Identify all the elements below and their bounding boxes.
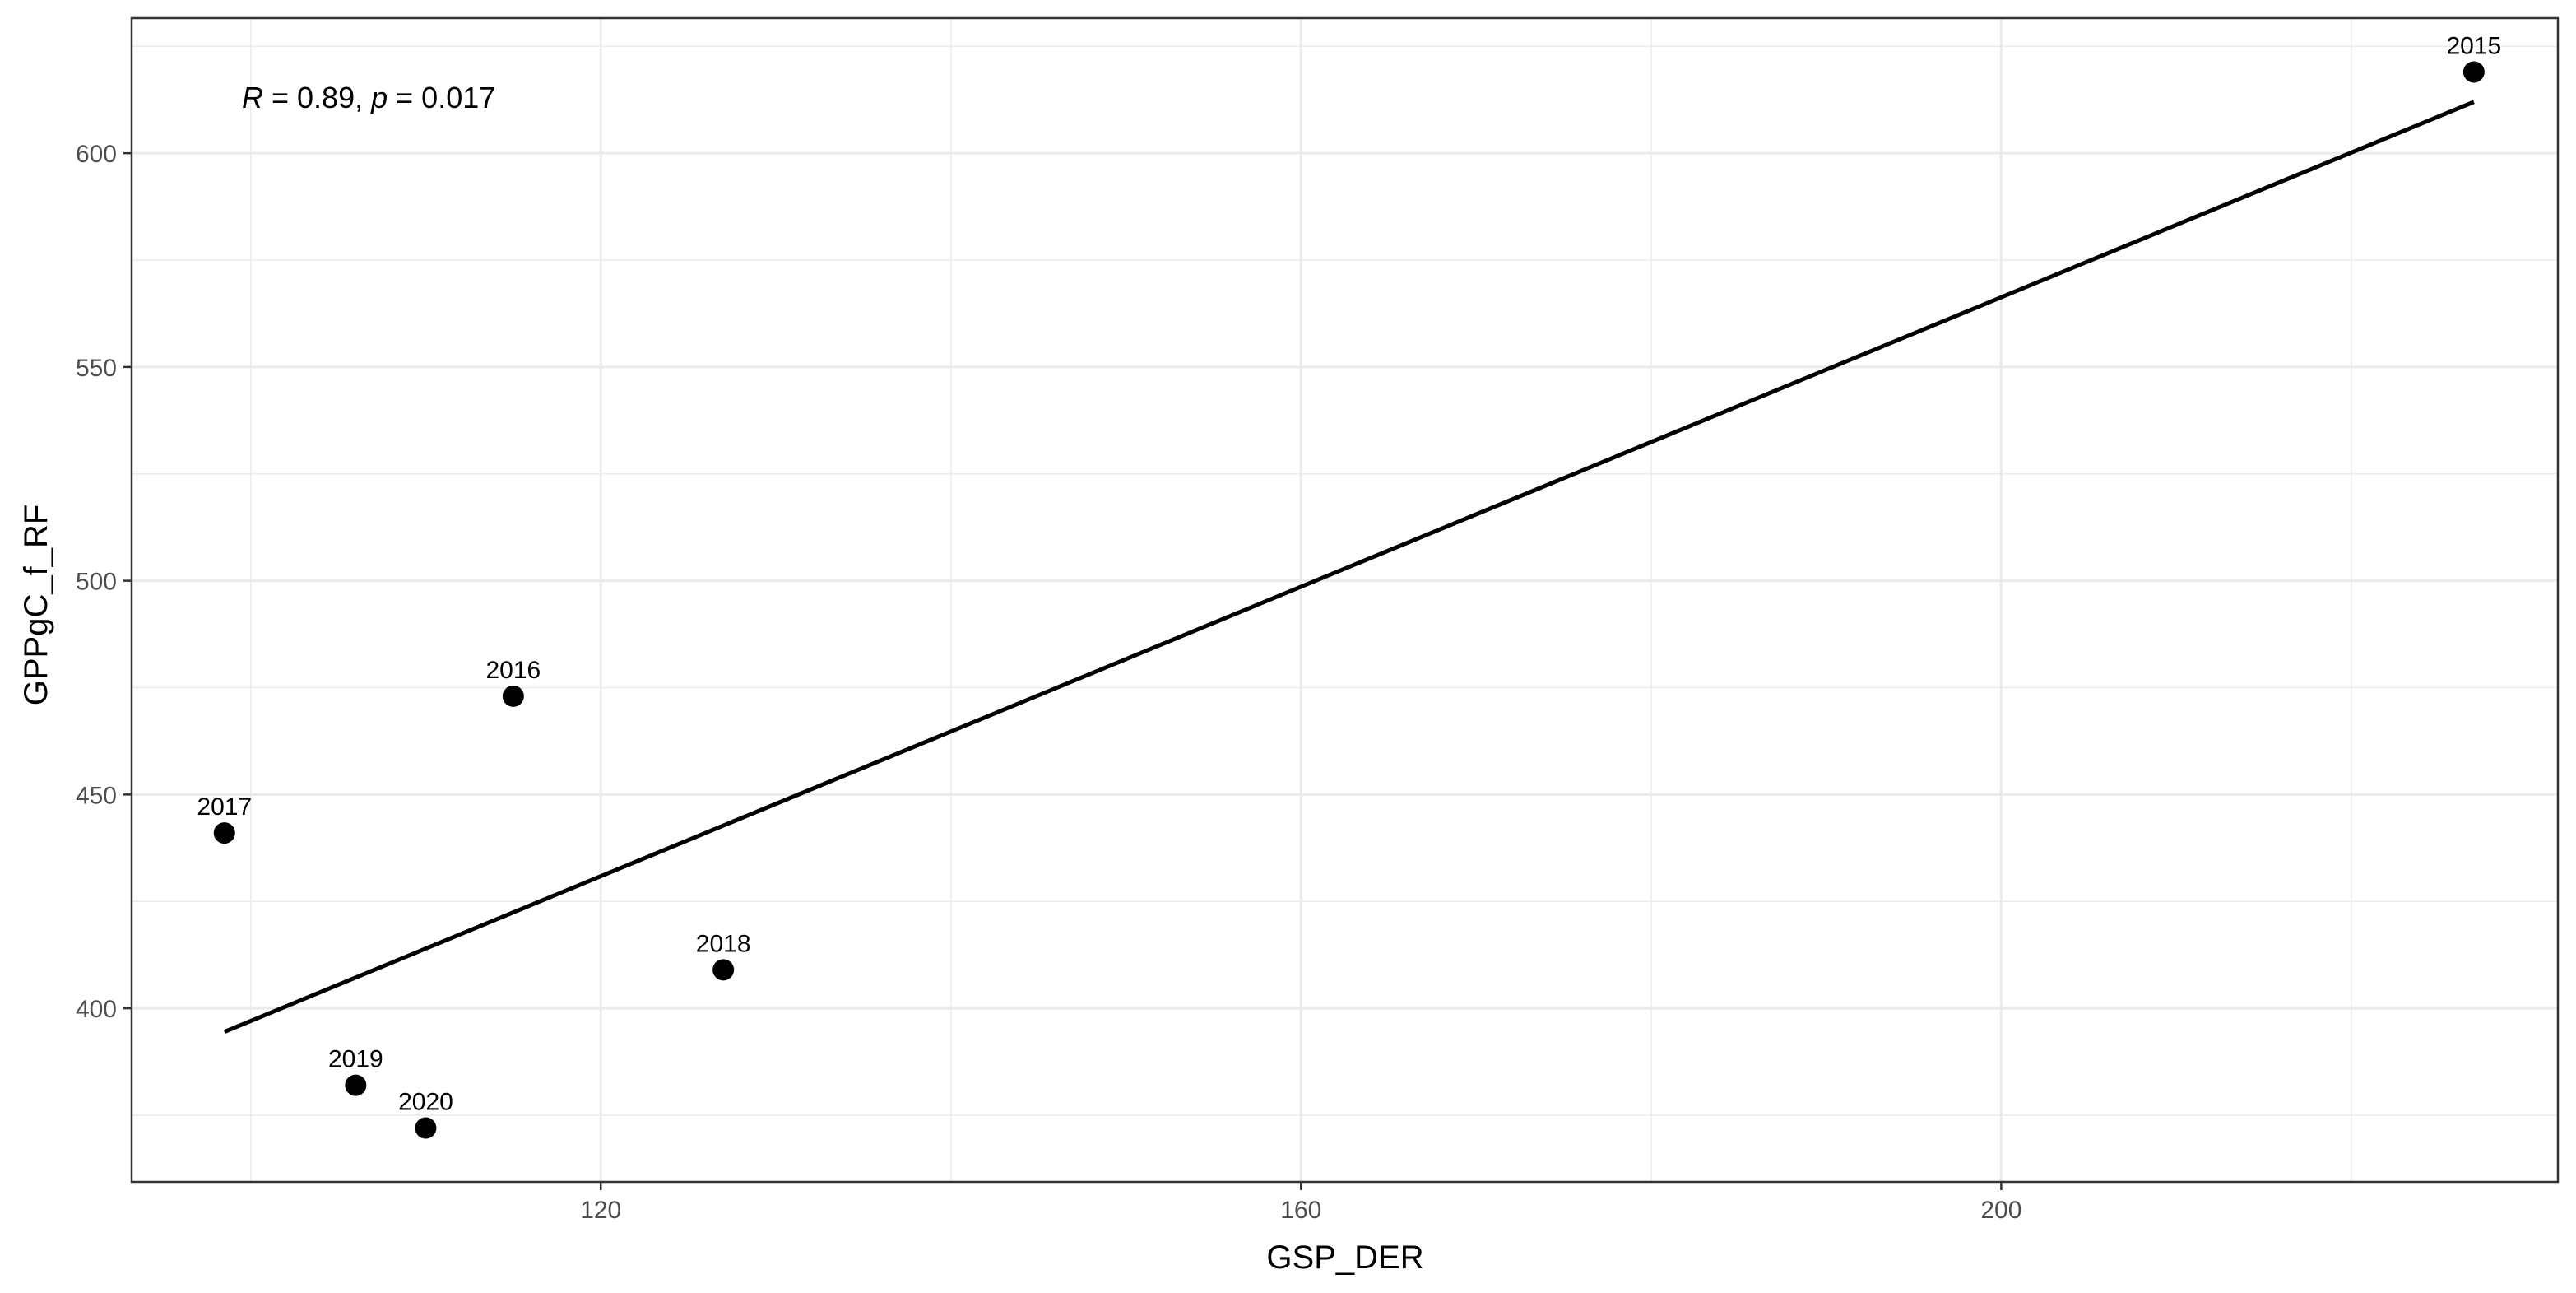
x-tick-label: 160 [1280, 1197, 1321, 1224]
point-label: 2016 [485, 657, 541, 684]
data-point [2462, 61, 2485, 83]
annotation-p-value: = 0.017 [388, 81, 495, 114]
x-tick-label: 120 [580, 1197, 621, 1224]
point-labels: 2015 2016 2017 2018 2019 2020 [197, 32, 2501, 1115]
point-label: 2018 [696, 930, 751, 957]
y-axis-ticks: 400 450 500 550 600 [76, 141, 132, 1023]
x-tick-label: 200 [1980, 1197, 2021, 1224]
data-point [415, 1117, 437, 1139]
grid-major [132, 18, 2558, 1182]
data-point [213, 822, 235, 844]
y-axis-title: GPPgC_f_RF [18, 505, 54, 706]
data-point [712, 959, 735, 981]
y-tick-label: 600 [76, 141, 117, 168]
point-label: 2019 [328, 1046, 383, 1073]
annotation-text: R = 0.89, p = 0.017 [242, 81, 495, 114]
regression-line [223, 100, 2475, 1034]
data-points [213, 61, 2485, 1139]
point-label: 2020 [398, 1089, 453, 1116]
point-label: 2015 [2446, 32, 2501, 59]
x-axis-ticks: 120 160 200 [580, 1182, 2021, 1224]
y-tick-label: 550 [76, 355, 117, 382]
panel-border [130, 16, 2560, 1184]
y-tick-label: 400 [76, 996, 117, 1023]
y-tick-label: 450 [76, 782, 117, 809]
annotation-r-value: = 0.89, [263, 81, 371, 114]
y-tick-label: 500 [76, 569, 117, 596]
x-axis-title: GSP_DER [1266, 1240, 1423, 1276]
data-point [345, 1074, 367, 1096]
annotation-r-symbol: R [242, 81, 263, 114]
data-point [502, 685, 524, 707]
annotation-p-symbol: p [370, 81, 388, 114]
point-label: 2017 [197, 793, 252, 821]
